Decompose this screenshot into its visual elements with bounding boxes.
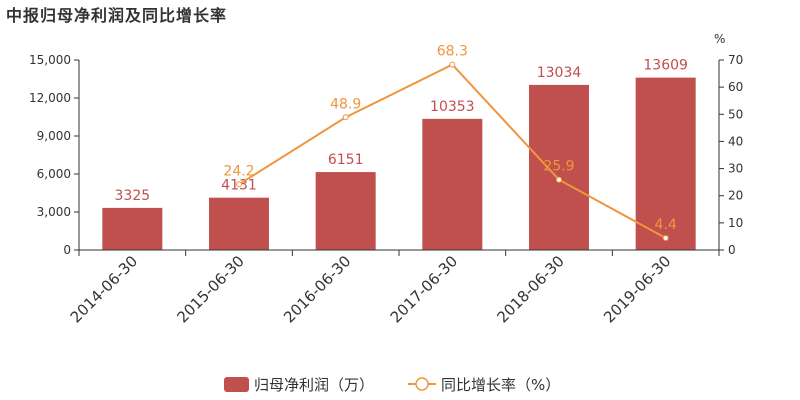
legend-line-label: 同比增长率（%） bbox=[441, 376, 560, 394]
left-tick-label: 6,000 bbox=[37, 167, 71, 181]
legend-bar-label: 归母净利润（万） bbox=[254, 376, 374, 394]
x-axis: 2014-06-30 2015-06-30 2016-06-30 2017-06-30… bbox=[67, 249, 720, 326]
right-tick-label: 30 bbox=[728, 162, 743, 176]
left-tick-label: 12,000 bbox=[29, 91, 71, 105]
left-tick-label: 0 bbox=[63, 243, 71, 257]
right-tick-label: 40 bbox=[728, 134, 743, 148]
line-value-label: 25.9 bbox=[543, 159, 574, 175]
bar bbox=[529, 84, 589, 250]
chart-title: 中报归母净利润及同比增长率 bbox=[6, 6, 228, 25]
right-tick-label: 10 bbox=[728, 216, 743, 230]
left-tick-label: 15,000 bbox=[29, 53, 71, 67]
right-tick-label: 60 bbox=[728, 80, 743, 94]
right-axis-unit: % bbox=[714, 32, 725, 46]
legend-bar-swatch bbox=[224, 377, 249, 392]
bar-value-label: 13609 bbox=[643, 58, 688, 74]
bar bbox=[209, 197, 269, 250]
line-point bbox=[236, 181, 242, 188]
line-value-label: 68.3 bbox=[437, 44, 468, 60]
bar-value-label: 6151 bbox=[328, 152, 364, 168]
right-tick-label: 0 bbox=[728, 243, 736, 257]
x-tick-label: 2014-06-30 bbox=[67, 252, 141, 326]
x-tick-label: 2016-06-30 bbox=[280, 252, 354, 326]
right-tick-label: 70 bbox=[728, 53, 743, 67]
bar bbox=[635, 77, 696, 251]
line-point bbox=[556, 176, 562, 183]
left-axis: 0 3,000 6,000 9,000 12,000 15,000 bbox=[29, 53, 80, 257]
x-tick-label: 2019-06-30 bbox=[600, 252, 674, 326]
line-value-label: 24.2 bbox=[223, 163, 254, 179]
right-tick-label: 20 bbox=[728, 189, 743, 203]
bar bbox=[315, 172, 376, 250]
x-tick-label: 2018-06-30 bbox=[493, 252, 567, 326]
bar bbox=[102, 207, 163, 250]
line-series: 24.2 48.9 68.3 25.9 4.4 bbox=[223, 44, 677, 242]
right-axis: 0 10 20 30 40 50 60 70% bbox=[714, 32, 743, 257]
bar bbox=[422, 118, 483, 250]
line-point bbox=[342, 114, 349, 121]
line-value-label: 48.9 bbox=[330, 96, 361, 112]
x-tick-label: 2015-06-30 bbox=[173, 252, 247, 326]
left-tick-label: 3,000 bbox=[37, 205, 71, 219]
left-tick-label: 9,000 bbox=[37, 129, 71, 143]
right-tick-label: 50 bbox=[728, 107, 743, 121]
bar-value-label: 3325 bbox=[115, 188, 151, 204]
bar-series: 332541316151103531303413609 bbox=[102, 58, 696, 251]
bar-value-label: 10353 bbox=[430, 99, 475, 115]
line-point bbox=[662, 235, 669, 242]
line-point bbox=[449, 61, 456, 68]
legend-line-marker bbox=[415, 377, 429, 391]
legend: 归母净利润（万） 同比增长率（%） bbox=[224, 376, 560, 394]
line-value-label: 4.4 bbox=[655, 217, 677, 233]
x-tick-label: 2017-06-30 bbox=[387, 252, 461, 326]
bar-value-label: 13034 bbox=[537, 65, 582, 81]
